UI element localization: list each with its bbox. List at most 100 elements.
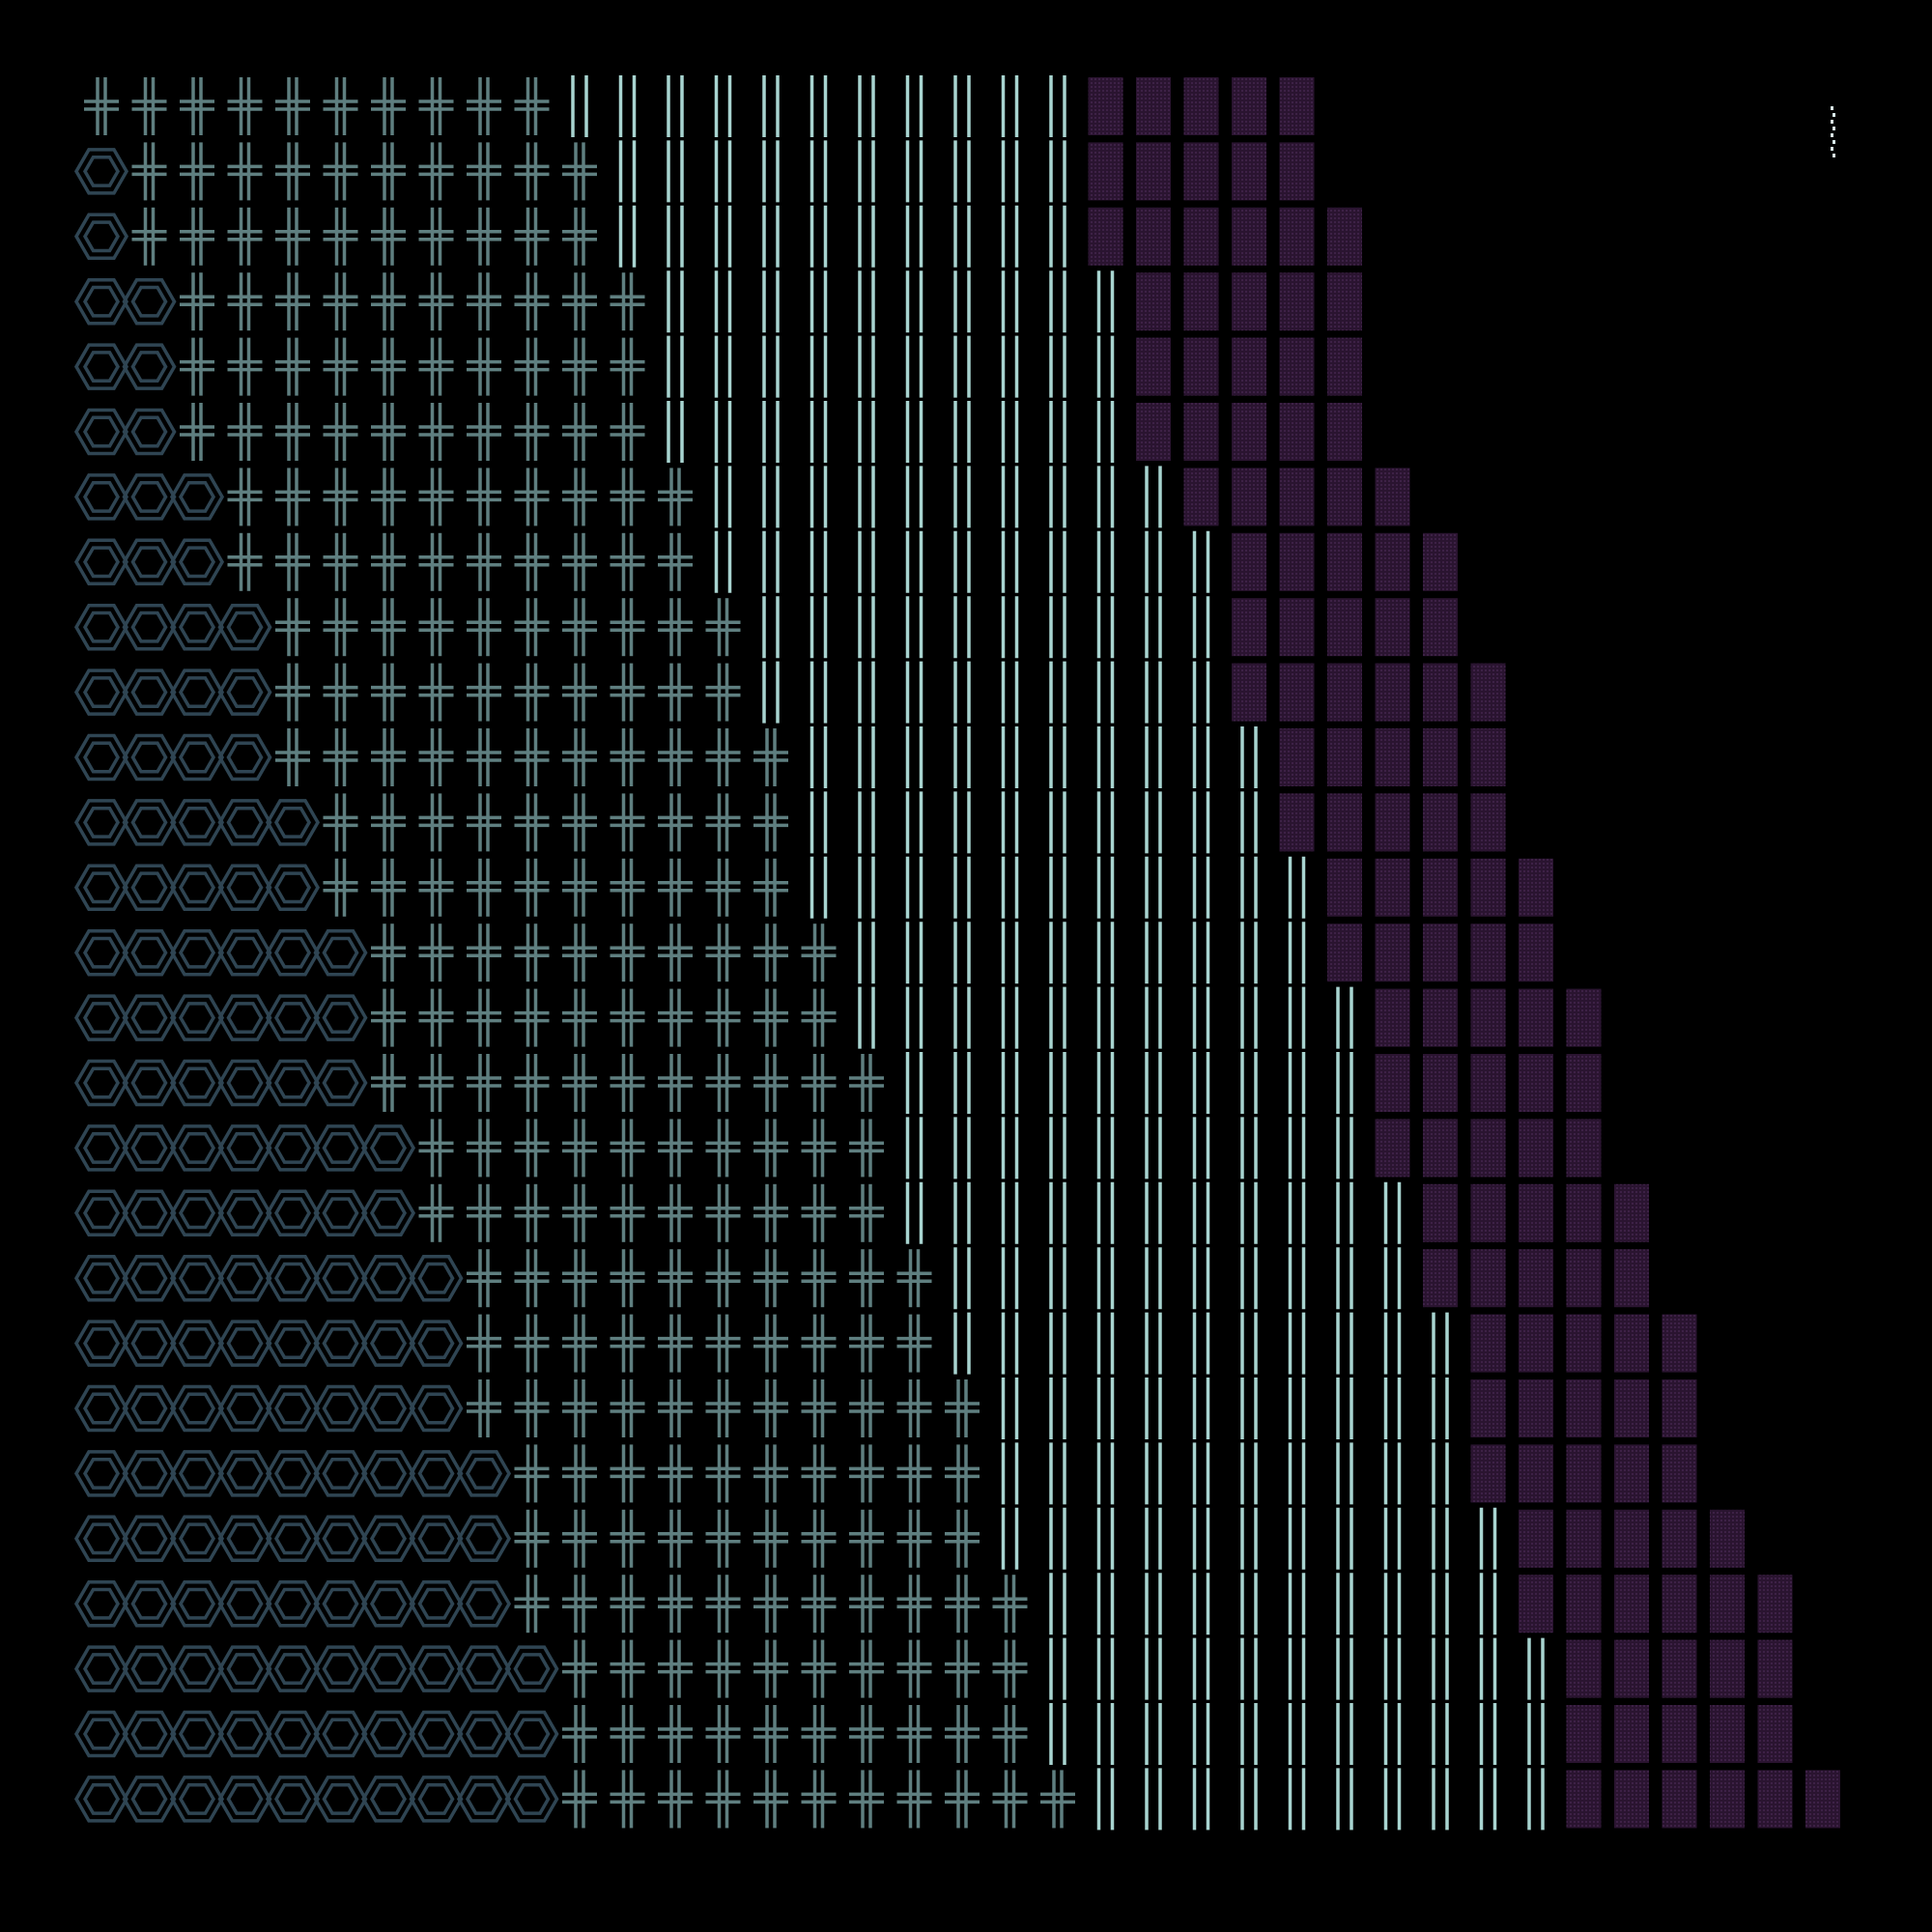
hexagon-icon <box>169 733 225 781</box>
double-bar-icon <box>1192 596 1210 659</box>
dotted-block-icon <box>1327 858 1362 917</box>
double-bar-icon <box>1096 1703 1115 1765</box>
cross-icon <box>84 77 119 135</box>
cross-icon <box>705 1379 741 1437</box>
double-bar-icon <box>1001 922 1019 984</box>
double-bar-icon <box>905 1052 923 1114</box>
cross-icon <box>371 988 406 1047</box>
double-bar-icon <box>858 205 875 268</box>
double-bar-icon <box>1145 1442 1162 1505</box>
cross-icon <box>514 1509 550 1568</box>
hexagon-icon <box>169 1710 225 1758</box>
cross-icon <box>371 532 406 591</box>
double-bar-icon <box>1145 530 1162 593</box>
cross-icon <box>131 207 167 266</box>
double-bar-icon <box>1049 661 1066 724</box>
cross-icon <box>658 1249 693 1308</box>
double-bar-icon <box>1096 986 1115 1049</box>
double-bar-icon <box>1049 1117 1066 1179</box>
cross-icon <box>753 1054 788 1112</box>
double-bar-icon <box>1479 1507 1497 1570</box>
hexagon-icon <box>265 1515 321 1563</box>
hexagon-icon <box>122 928 177 977</box>
cross-icon <box>945 1509 980 1568</box>
dotted-block-icon <box>1519 923 1553 982</box>
dotted-block-icon <box>1183 337 1219 396</box>
double-bar-icon <box>1145 1768 1162 1831</box>
double-bar-icon <box>858 661 875 724</box>
double-bar-icon <box>810 401 828 463</box>
cross-icon <box>514 142 550 201</box>
cross-icon <box>514 1379 550 1437</box>
hexagon-icon <box>73 343 129 390</box>
double-bar-icon <box>1096 1378 1115 1439</box>
hexagon-icon <box>456 1450 512 1497</box>
hexagon-icon <box>313 1450 368 1497</box>
hexagon-icon <box>169 1384 225 1433</box>
cross-icon <box>849 1314 884 1373</box>
double-bar-icon <box>1096 726 1115 788</box>
dotted-block-icon <box>1519 1054 1553 1112</box>
dotted-block-icon <box>1327 728 1362 786</box>
double-bar-icon <box>1383 1247 1402 1310</box>
dotted-block-icon <box>1614 1639 1649 1698</box>
cross-icon <box>610 532 645 591</box>
cross-icon <box>896 1314 932 1373</box>
double-bar-icon <box>810 856 828 919</box>
double-bar-icon <box>1192 1507 1210 1570</box>
double-bar-icon <box>1001 1312 1019 1375</box>
cross-icon <box>658 858 693 917</box>
cross-icon <box>180 142 214 201</box>
hexagon-icon <box>360 1124 416 1172</box>
double-bar-icon <box>667 270 684 333</box>
double-bar-icon <box>1288 1181 1306 1244</box>
hexagon-icon <box>217 1384 272 1433</box>
double-bar-icon <box>1145 1247 1162 1310</box>
double-bar-icon <box>1049 270 1066 333</box>
dotted-block-icon <box>1757 1770 1793 1829</box>
cross-icon <box>658 468 693 526</box>
dotted-block-icon <box>1423 923 1458 982</box>
dotted-block-icon <box>1279 663 1315 722</box>
hexagon-icon <box>122 1450 177 1497</box>
hexagon-icon <box>313 1579 368 1628</box>
dotted-block-icon <box>1423 1119 1458 1178</box>
dotted-block-icon <box>1470 1314 1506 1373</box>
cross-icon <box>275 77 310 135</box>
double-bar-icon <box>1001 205 1019 268</box>
dotted-block-icon <box>1232 468 1266 526</box>
hexagon-icon <box>73 277 129 326</box>
cross-icon <box>658 1575 693 1634</box>
double-bar-icon <box>1192 1247 1210 1310</box>
hexagon-icon <box>169 473 225 521</box>
dotted-block-icon <box>1423 1249 1458 1308</box>
cross-icon <box>801 988 837 1047</box>
double-bar-icon <box>1096 1507 1115 1570</box>
cross-icon <box>562 663 597 722</box>
cross-icon <box>896 1379 932 1437</box>
double-bar-icon <box>762 596 780 659</box>
cross-icon <box>753 1575 788 1634</box>
cross-icon <box>658 1379 693 1437</box>
double-bar-icon <box>1192 791 1210 854</box>
cross-icon <box>467 988 501 1047</box>
double-bar-icon <box>858 530 875 593</box>
hexagon-icon <box>265 1254 321 1302</box>
cross-icon <box>514 403 550 461</box>
hexagon-icon <box>73 1645 129 1692</box>
dotted-block-icon <box>1232 663 1266 722</box>
double-bar-icon <box>1383 1378 1402 1439</box>
double-bar-icon <box>1096 1247 1115 1310</box>
double-bar-icon <box>762 661 780 724</box>
dotted-block-icon <box>1470 923 1506 982</box>
double-bar-icon <box>1527 1637 1545 1700</box>
double-bar-icon <box>953 140 971 203</box>
double-bar-icon <box>667 335 684 398</box>
cross-icon <box>467 468 501 526</box>
dotted-block-icon <box>1232 532 1266 591</box>
cross-icon <box>418 142 454 201</box>
dotted-block-icon <box>1470 1444 1506 1503</box>
double-bar-icon <box>1096 270 1115 333</box>
cross-icon <box>610 598 645 657</box>
double-bar-icon <box>953 75 971 137</box>
